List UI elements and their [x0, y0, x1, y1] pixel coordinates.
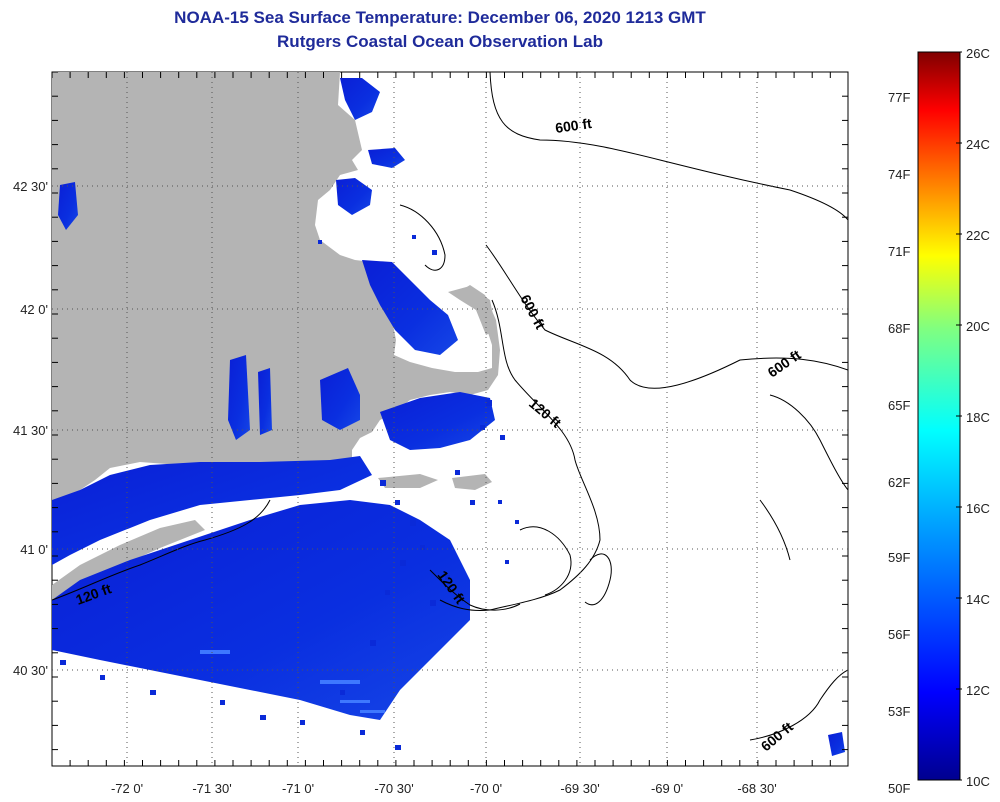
cbar-c-label: 26C: [966, 46, 990, 61]
colorbar: [917, 51, 961, 781]
chart-subtitle: Rutgers Coastal Ocean Observation Lab: [277, 32, 603, 51]
cbar-f-label: 53F: [888, 704, 911, 719]
x-tick-label: -68 30': [737, 781, 776, 796]
land-nantucket: [452, 474, 492, 490]
x-tick-label: -71 30': [192, 781, 231, 796]
land-marthas-vineyard: [378, 474, 438, 488]
x-tick-label: -70 30': [374, 781, 413, 796]
cbar-f-label: 77F: [888, 90, 911, 105]
cbar-f-label: 71F: [888, 244, 911, 259]
cbar-c-label: 18C: [966, 410, 990, 425]
graticule: [52, 72, 848, 766]
colorbar-ticks: [956, 51, 962, 781]
cbar-f-label: 65F: [888, 398, 911, 413]
cbar-c-label: 10C: [966, 774, 990, 789]
y-tick-label: 41 30': [13, 423, 48, 438]
y-tick-label: 41 0': [20, 542, 48, 557]
x-tick-label: -69 30': [560, 781, 599, 796]
x-tick-label: -72 0': [111, 781, 143, 796]
bathymetry-contours: [52, 72, 848, 741]
cbar-c-label: 22C: [966, 228, 990, 243]
cbar-f-label: 50F: [888, 781, 911, 796]
cbar-f-label: 68F: [888, 321, 911, 336]
y-tick-label: 42 0': [20, 302, 48, 317]
cbar-c-label: 24C: [966, 137, 990, 152]
chart-title: NOAA-15 Sea Surface Temperature: Decembe…: [174, 8, 706, 27]
cbar-f-label: 59F: [888, 550, 911, 565]
frame-ticks: [51, 71, 848, 766]
y-tick-label: 42 30': [13, 179, 48, 194]
cbar-c-label: 12C: [966, 683, 990, 698]
x-tick-label: -70 0': [470, 781, 502, 796]
land-mainland: [52, 72, 500, 500]
sst-data: [52, 78, 845, 756]
cbar-c-label: 20C: [966, 319, 990, 334]
x-tick-label: -69 0': [651, 781, 683, 796]
sst-warm-streaks: [200, 650, 385, 713]
cbar-f-label: 62F: [888, 475, 911, 490]
cbar-c-label: 16C: [966, 501, 990, 516]
cbar-f-label: 74F: [888, 167, 911, 182]
x-tick-label: -71 0': [282, 781, 314, 796]
cbar-c-label: 14C: [966, 592, 990, 607]
land-cape-hook: [448, 286, 496, 335]
contour-label-1: 600 ft: [554, 115, 593, 136]
sst-speckle: [60, 235, 519, 750]
cbar-f-label: 56F: [888, 627, 911, 642]
y-tick-label: 40 30': [13, 663, 48, 678]
